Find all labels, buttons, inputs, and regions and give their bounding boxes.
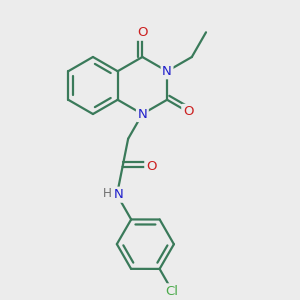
Text: H: H xyxy=(103,187,112,200)
Text: N: N xyxy=(162,65,172,78)
Text: Cl: Cl xyxy=(165,285,178,298)
Text: N: N xyxy=(113,188,123,201)
Text: O: O xyxy=(137,26,148,39)
Text: N: N xyxy=(137,107,147,121)
Text: O: O xyxy=(146,160,156,173)
Text: O: O xyxy=(183,105,193,119)
